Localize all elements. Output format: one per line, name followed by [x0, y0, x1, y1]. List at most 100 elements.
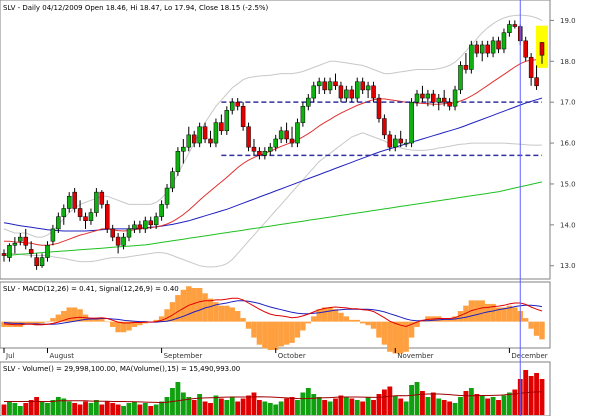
candle-body [534, 77, 539, 87]
candle-body [333, 81, 338, 87]
volume-bar [180, 392, 186, 415]
macd-hist-bar [55, 314, 62, 322]
volume-bar [28, 400, 34, 415]
macd-hist-bar [180, 289, 187, 322]
support-lines [221, 101, 542, 157]
candle-body [360, 81, 365, 91]
macd-hist-bar [294, 321, 301, 338]
macd-hist-bar [61, 311, 67, 322]
volume-bar [414, 382, 420, 415]
volume-bar [371, 400, 376, 415]
volume-bar [132, 401, 137, 415]
candle-body [159, 204, 164, 217]
y-tick-label: 13.0 [560, 262, 576, 270]
candle-body [148, 220, 153, 226]
candle-body [197, 126, 202, 144]
macd-hist-bar [240, 318, 246, 322]
macd-hist-bar [311, 316, 317, 322]
volume-bar [528, 376, 534, 415]
volume-bar [333, 398, 338, 415]
volume-bar [284, 398, 290, 415]
macd-hist-bar [218, 305, 225, 322]
macd-hist-bar [408, 321, 415, 338]
candle-body [463, 65, 469, 70]
macd-hist-bar [256, 321, 263, 345]
candle-body [262, 150, 268, 156]
volume-bars [1, 370, 545, 415]
candle-body [23, 236, 28, 246]
ma20-line [4, 58, 543, 246]
macd-line [3, 297, 543, 328]
signal-line [3, 300, 543, 325]
volume-bar [77, 404, 83, 415]
macd-hist-bar [414, 321, 420, 327]
volume-bar [104, 401, 110, 415]
macd-hist-bar [495, 307, 502, 322]
bollinger-bands [3, 14, 543, 268]
candle-body [452, 89, 458, 107]
volume-bar [360, 401, 366, 415]
volume-bar [506, 392, 512, 415]
candle-body [164, 187, 170, 205]
volume-bar [164, 397, 170, 415]
candle-body [18, 236, 23, 242]
candle-body [371, 85, 376, 99]
macd-hist-bar [539, 321, 545, 340]
candle-body [88, 212, 94, 222]
candle-body [479, 44, 485, 54]
volume-bar [463, 391, 469, 415]
macd-hist-bar [267, 321, 273, 350]
volume-ma [4, 391, 543, 404]
volume-bar [137, 404, 143, 415]
y-tick-label: 16.0 [560, 140, 576, 148]
volume-bar [316, 397, 322, 415]
candle-body [121, 236, 126, 246]
macd-hist-bar [23, 321, 29, 324]
candle-body [61, 208, 67, 217]
candle-body [1, 253, 7, 256]
candle-body [115, 236, 121, 246]
candle-body [83, 216, 88, 222]
candle-body [186, 134, 192, 148]
macd-hist-bar [289, 321, 295, 343]
macd-hist-bar [109, 321, 116, 327]
candle-body [485, 44, 490, 54]
macd-hist-bar [99, 318, 105, 322]
month-label: December [511, 352, 547, 360]
macd-hist-bar [153, 319, 159, 322]
macd-hist-bar [213, 302, 219, 322]
macd-hist-bar [115, 321, 121, 333]
candle-body [202, 126, 208, 140]
candle-body [99, 191, 105, 205]
volume-bar [447, 401, 453, 415]
candle-body [322, 81, 327, 91]
month-markers: Jul August September October November Decembe… [3, 348, 548, 360]
candle-body [235, 101, 240, 107]
macd-hist-bar [50, 318, 56, 322]
macd-hist-bar [501, 307, 507, 322]
volume-bar [208, 403, 213, 415]
candle-body [420, 93, 425, 99]
candle-body [278, 130, 284, 140]
volume-bar [343, 397, 349, 415]
macd-hist-bar [506, 305, 513, 322]
volume-bar [126, 403, 132, 415]
volume-bar [490, 397, 496, 415]
volume-bar [218, 398, 224, 415]
candle-body [311, 85, 317, 99]
volume-bar [425, 397, 431, 415]
candle-body [306, 97, 311, 107]
macd-hist-bar [305, 321, 312, 324]
macd-hist-bar [88, 318, 94, 322]
candle-body [191, 134, 197, 144]
volume-bar [327, 401, 333, 415]
volume-bar [83, 401, 88, 415]
volume-bar [409, 385, 414, 415]
macd-hist-bar [245, 321, 252, 329]
volume-bar [235, 401, 241, 415]
macd-hist-bar [229, 307, 235, 322]
ma200-line [3, 181, 543, 256]
volume-bar [436, 398, 442, 415]
candle-body [143, 220, 148, 230]
volume-bar [300, 392, 306, 415]
